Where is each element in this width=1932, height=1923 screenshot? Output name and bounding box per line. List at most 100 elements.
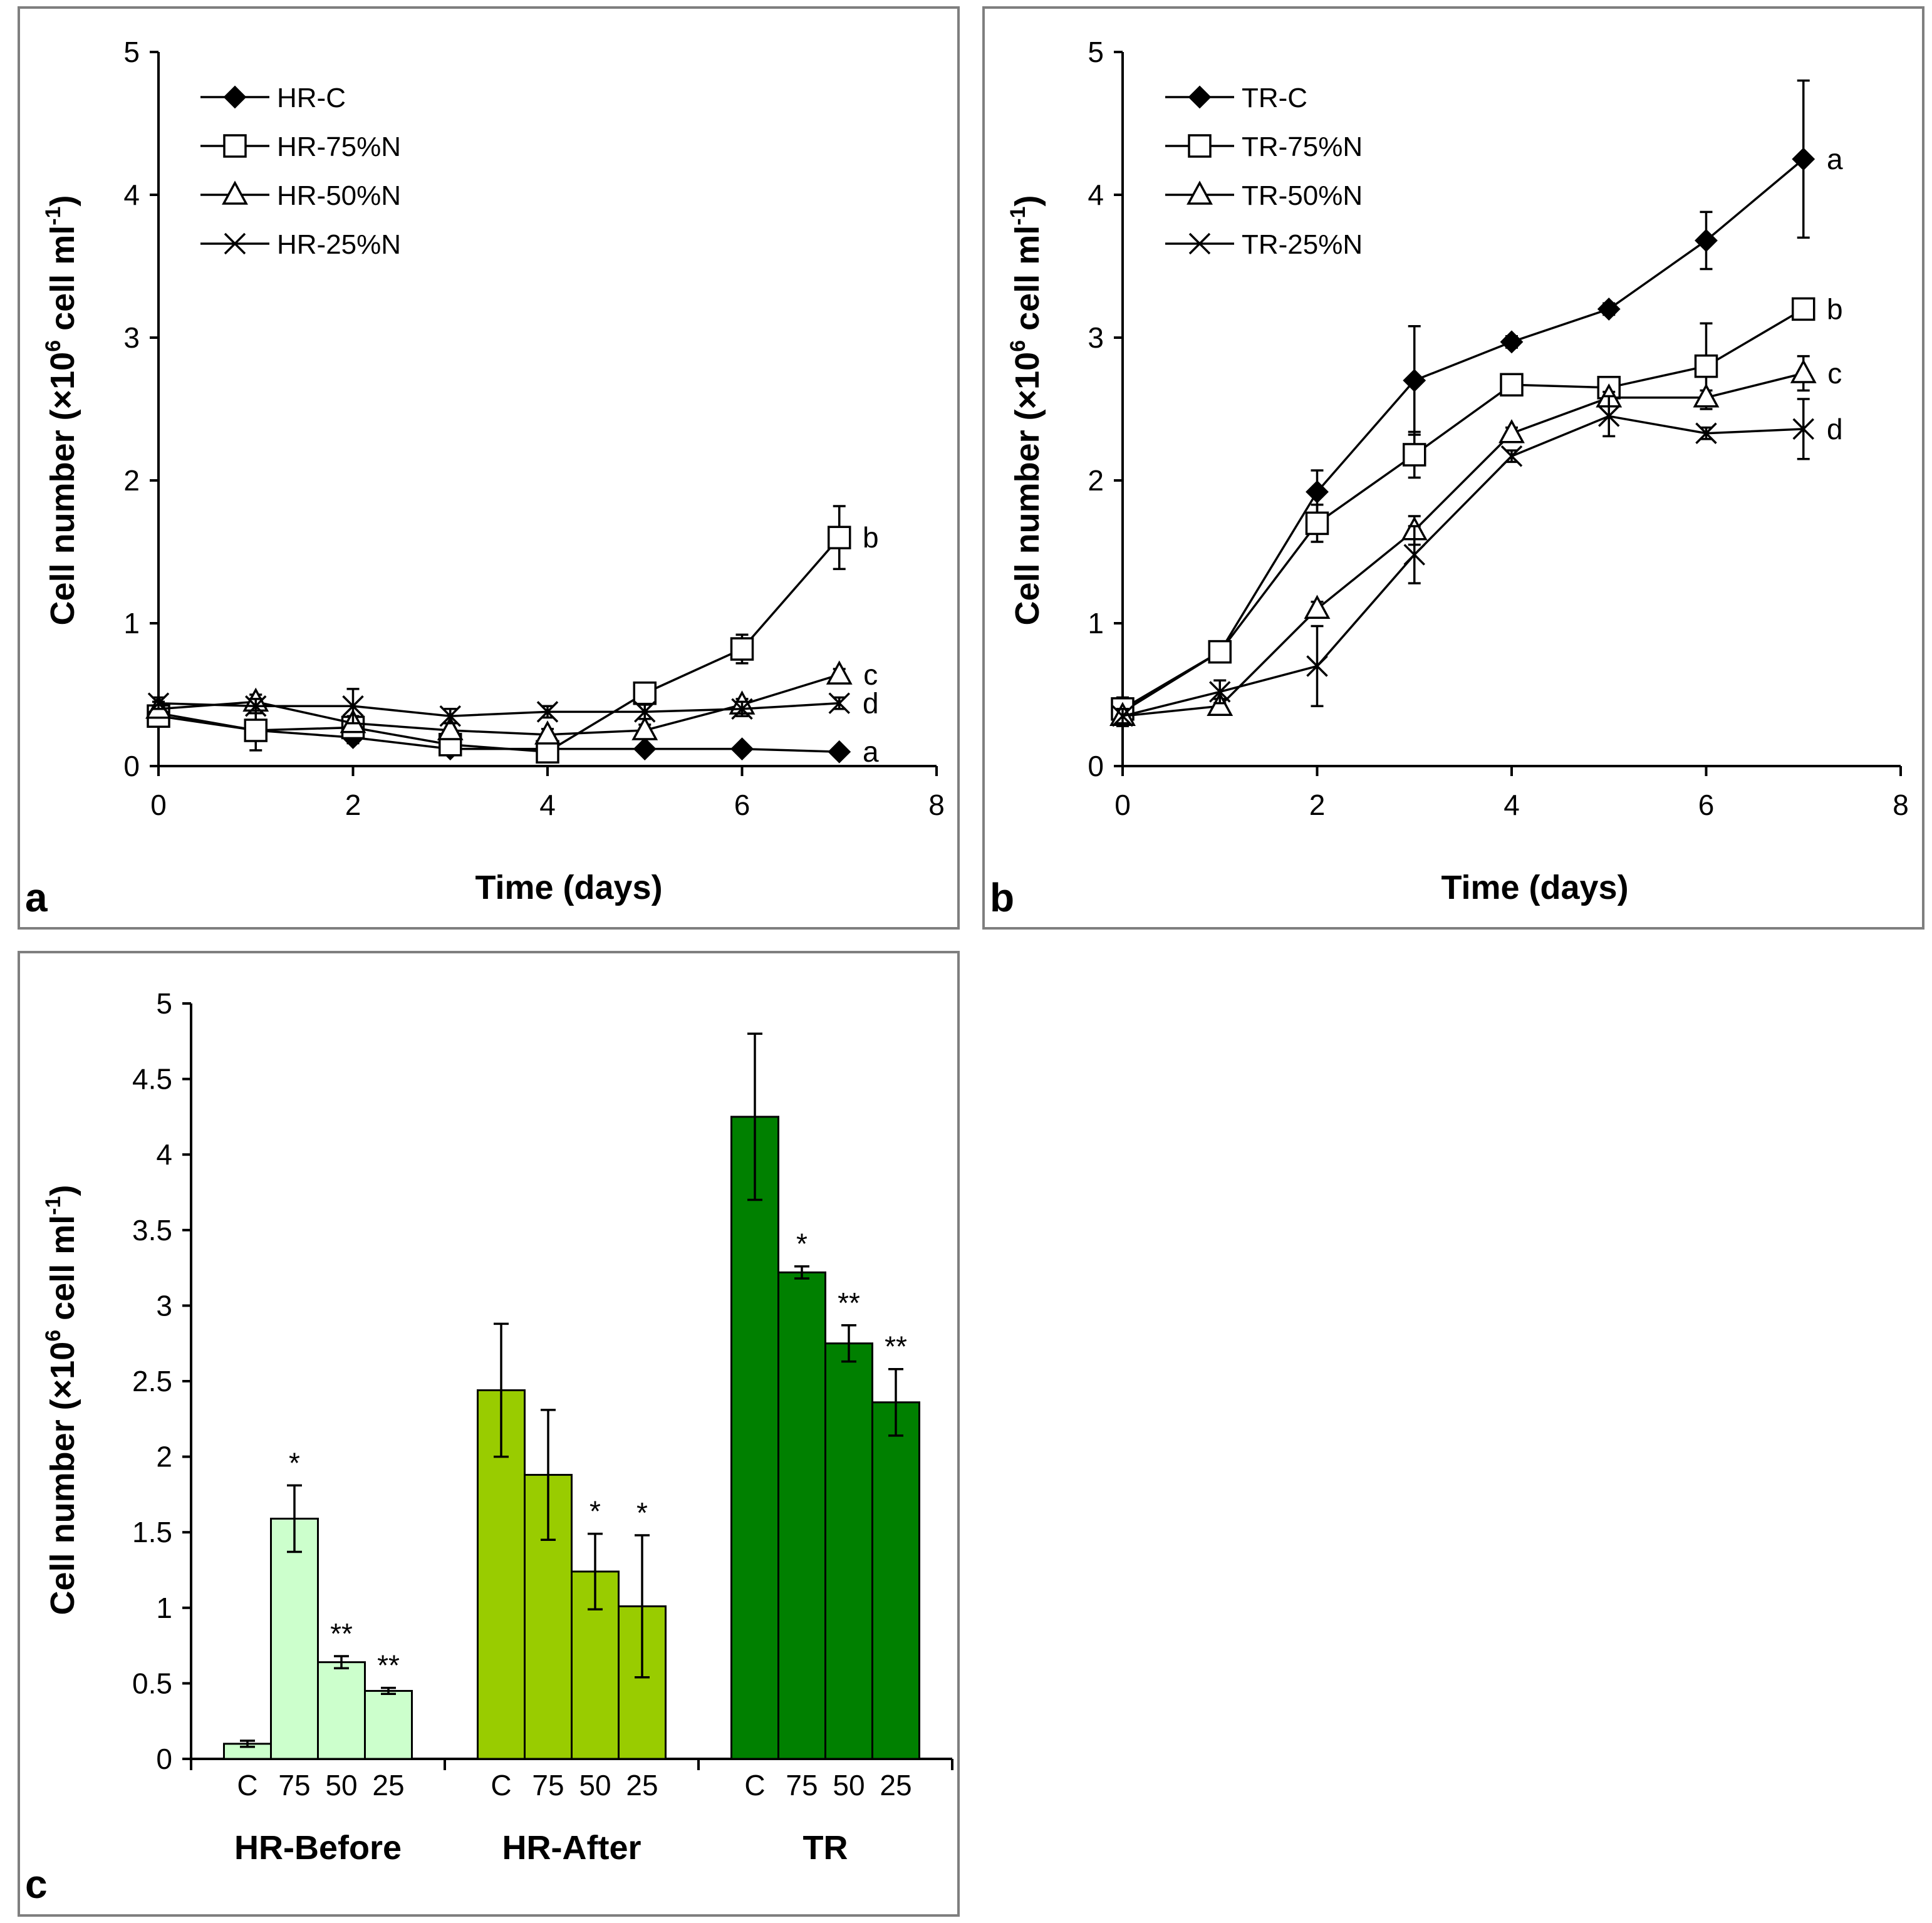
x-tick-label: 4 <box>539 789 556 821</box>
legend-label: HR-75%N <box>277 132 401 162</box>
data-point <box>633 681 657 705</box>
y-tick-label: 2.5 <box>132 1365 172 1397</box>
data-point <box>1598 405 1620 427</box>
series-line <box>1122 372 1804 717</box>
x-tick-label: 2 <box>345 789 361 821</box>
legend-marker <box>222 180 248 205</box>
y-tick-label: 4 <box>156 1138 172 1171</box>
data-point <box>1209 681 1231 703</box>
legend-marker <box>1187 180 1213 205</box>
significance-letter: a <box>863 735 879 768</box>
data-point <box>536 701 559 723</box>
legend-label: HR-25%N <box>277 229 401 260</box>
x-tick-label: 4 <box>1504 789 1520 821</box>
panel-a-x-title: Time (days) <box>475 869 662 906</box>
data-point <box>1500 330 1524 354</box>
y-tick-label: 3 <box>156 1289 172 1322</box>
y-title-sup-exp: 6 <box>41 1330 65 1342</box>
data-point <box>828 526 851 549</box>
series-tr-25-n: d TR-25%N <box>1111 229 1843 727</box>
data-point <box>1792 297 1815 321</box>
bar-label: 25 <box>626 1769 658 1801</box>
x-tick-label: 6 <box>1698 789 1715 821</box>
panel-c-y-title: Cell number (×106 cell ml-1) <box>41 1185 81 1615</box>
bar <box>364 1689 413 1760</box>
series-tr-50-n: c TR-50%N <box>1109 180 1842 726</box>
panel-a-plot: 0 1 2 3 4 5 0 2 4 6 8 a HR-C b HR-75%N c HR-50%N d HR-25%N <box>123 36 944 821</box>
y-tick-label: 0 <box>123 750 140 782</box>
data-point <box>731 698 753 720</box>
bar-label: 50 <box>833 1769 865 1801</box>
y-tick-label: 2 <box>1088 464 1104 497</box>
significance-letter: d <box>1827 413 1843 445</box>
data-point <box>1695 229 1718 252</box>
data-point <box>828 692 850 714</box>
data-point <box>342 695 364 717</box>
bar-label: 50 <box>325 1769 357 1801</box>
y-title-sup-inv: -1 <box>41 207 65 225</box>
legend-marker <box>224 232 246 255</box>
legend-label: TR-75%N <box>1242 132 1363 162</box>
legend-marker <box>1188 85 1212 109</box>
series-line <box>1122 158 1804 713</box>
bar-group-hr-before: C * 75 ** 50 ** 25 HR-Before <box>223 1446 413 1867</box>
data-point <box>245 695 267 717</box>
series-hr-c: a HR-C <box>147 83 879 768</box>
x-tick-label: 0 <box>150 789 167 821</box>
data-point <box>631 716 658 740</box>
data-point <box>1790 359 1817 383</box>
y-tick-label: 5 <box>156 987 172 1020</box>
panel-c-tag: c <box>25 1862 48 1907</box>
panel-b-plot: 0 1 2 3 4 5 0 2 4 6 8 a TR-C b TR-75%N c TR-50%N d TR-25%N <box>1088 36 1908 821</box>
data-point <box>1498 419 1525 443</box>
y-title-main: Cell number (×10 <box>44 352 81 626</box>
data-point <box>1207 692 1233 716</box>
y-tick-label: 5 <box>1088 36 1104 68</box>
significance-mark: ** <box>330 1617 353 1650</box>
bar-label: 75 <box>786 1769 818 1801</box>
bar-group-tr: C * 75 ** 50 ** 25 TR <box>730 1032 920 1867</box>
significance-mark: ** <box>838 1287 860 1319</box>
x-tick-label: 6 <box>734 789 750 821</box>
series-line <box>158 537 841 753</box>
y-tick-label: 4.5 <box>132 1063 172 1096</box>
data-point <box>1306 655 1328 677</box>
series-tr-c: a TR-C <box>1111 79 1843 727</box>
legend-marker <box>1188 232 1211 255</box>
data-point <box>1792 418 1814 440</box>
y-title-sup-exp: 6 <box>41 340 65 352</box>
bar-label: C <box>491 1769 511 1801</box>
data-point <box>1305 511 1329 536</box>
x-tick-label: 2 <box>1309 789 1326 821</box>
significance-letter: b <box>863 521 879 554</box>
significance-mark: ** <box>885 1330 907 1363</box>
data-point <box>826 660 853 685</box>
data-point <box>244 718 267 742</box>
significance-mark: ** <box>377 1649 400 1682</box>
data-point <box>730 637 754 661</box>
data-point <box>828 740 851 764</box>
legend-label: TR-50%N <box>1242 180 1363 211</box>
significance-letter: a <box>1827 143 1843 175</box>
bar <box>824 1342 873 1760</box>
y-title-close: ) <box>44 1185 81 1196</box>
bar-label: 50 <box>579 1769 611 1801</box>
y-title-rest: cell ml <box>1009 225 1046 340</box>
panel-a-y-title: Cell number (×106 cell ml-1) <box>41 195 81 626</box>
y-title-close: ) <box>44 195 81 207</box>
y-title-rest: cell ml <box>44 1215 81 1330</box>
y-title-sup-inv: -1 <box>41 1196 65 1215</box>
series-hr-75-n: b HR-75%N <box>147 132 879 764</box>
data-point <box>534 720 561 745</box>
data-point <box>1597 297 1621 321</box>
y-title-main: Cell number (×10 <box>44 1342 81 1615</box>
bar-label: 75 <box>278 1769 310 1801</box>
data-point <box>1695 422 1717 444</box>
significance-letter: d <box>863 687 879 720</box>
legend-label: TR-C <box>1242 83 1307 113</box>
panel-a-tag: a <box>25 875 48 920</box>
significance-letter: c <box>1827 357 1842 390</box>
panel-b-tag: b <box>990 875 1014 920</box>
y-tick-label: 3 <box>123 321 140 354</box>
